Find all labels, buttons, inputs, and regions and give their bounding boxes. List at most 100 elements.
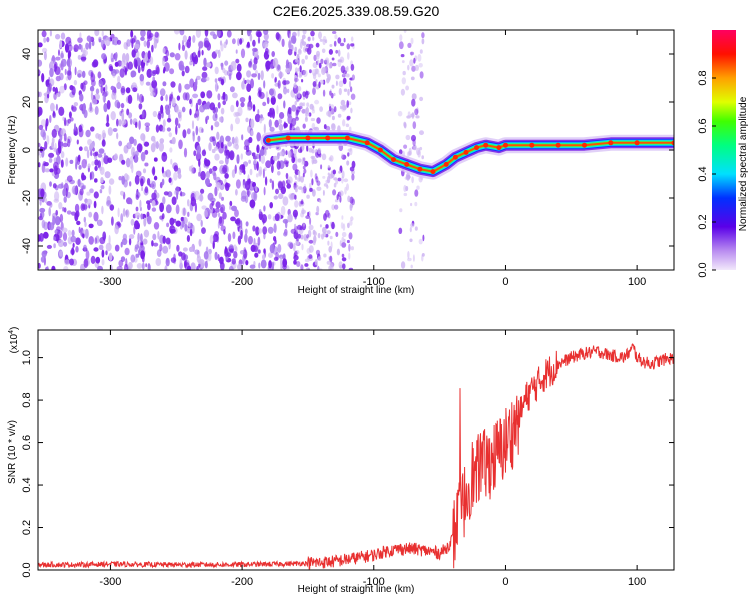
noise-blob: [246, 83, 252, 92]
noise-blob: [290, 228, 297, 234]
noise-blob: [240, 220, 243, 230]
noise-blob: [164, 62, 170, 72]
noise-blob: [204, 260, 208, 269]
noise-blob: [38, 124, 44, 131]
noise-blob: [80, 82, 84, 90]
noise-blob: [53, 198, 60, 203]
noise-blob: [180, 190, 183, 197]
noise-blob: [400, 261, 406, 269]
noise-blob: [278, 151, 285, 157]
noise-blob: [49, 181, 52, 187]
noise-blob: [260, 154, 265, 164]
noise-blob: [272, 57, 279, 68]
noise-blob: [82, 103, 86, 112]
noise-blob: [220, 204, 226, 214]
chart-title: C2E6.2025.339.08.59.G20: [273, 3, 440, 19]
noise-blob: [60, 32, 66, 40]
noise-blob: [237, 235, 242, 245]
noise-blob: [231, 136, 235, 145]
noise-blob: [296, 261, 301, 267]
noise-blob: [296, 236, 299, 242]
noise-blob: [203, 57, 207, 67]
noise-blob: [417, 149, 421, 158]
noise-blob: [208, 168, 213, 175]
noise-blob: [109, 204, 115, 211]
noise-blob: [217, 221, 220, 229]
noise-blob: [142, 238, 148, 245]
noise-blob: [322, 226, 327, 234]
noise-blob: [278, 181, 283, 191]
noise-blob: [196, 75, 201, 80]
noise-blob: [162, 68, 166, 74]
noise-blob: [341, 73, 346, 78]
noise-blob: [255, 173, 259, 178]
noise-blob: [83, 244, 87, 251]
noise-blob: [234, 143, 239, 150]
noise-blob: [133, 226, 136, 235]
noise-blob: [136, 222, 140, 230]
noise-blob: [71, 86, 76, 96]
noise-blob: [249, 33, 253, 42]
noise-blob: [107, 157, 113, 163]
noise-blob: [302, 165, 306, 170]
noise-blob: [112, 39, 115, 45]
noise-blob: [269, 63, 274, 70]
noise-blob: [244, 139, 250, 148]
noise-blob: [338, 261, 343, 269]
noise-blob: [174, 117, 179, 127]
noise-blob: [105, 36, 111, 47]
noise-blob: [146, 39, 150, 49]
ridge-point: [483, 142, 489, 148]
noise-blob: [140, 233, 143, 243]
noise-blob: [195, 78, 198, 87]
noise-blob: [278, 118, 283, 125]
snr-scale-exponent: 4: [8, 330, 15, 334]
noise-blob: [344, 67, 348, 71]
noise-blob: [145, 263, 148, 268]
noise-blob: [252, 225, 256, 232]
noise-blob: [409, 51, 415, 56]
noise-blob: [421, 32, 425, 39]
noise-blob: [350, 43, 355, 47]
noise-blob: [226, 69, 233, 77]
noise-blob: [332, 189, 337, 196]
noise-blob: [285, 172, 289, 180]
noise-blob: [51, 128, 57, 138]
noise-blob: [86, 191, 91, 196]
noise-blob: [285, 150, 288, 156]
noise-blob: [246, 30, 251, 37]
noise-blob: [407, 64, 410, 71]
ridge-point: [474, 145, 479, 151]
noise-blob: [319, 106, 323, 112]
noise-blob: [184, 83, 191, 90]
noise-blob: [262, 226, 268, 235]
noise-blob: [274, 78, 277, 83]
noise-blob: [190, 196, 197, 207]
noise-blob: [184, 50, 188, 60]
noise-blob: [320, 164, 323, 170]
noise-blob: [245, 79, 251, 84]
noise-blob: [236, 154, 240, 165]
noise-blob: [73, 102, 79, 107]
noise-blob: [235, 58, 240, 64]
noise-blob: [273, 223, 277, 234]
noise-blob: [114, 53, 118, 62]
noise-blob: [349, 220, 353, 226]
noise-blob: [89, 172, 92, 181]
noise-blob: [333, 182, 337, 188]
noise-blob: [153, 242, 159, 247]
noise-blob: [43, 37, 47, 43]
snr-y-label: SNR (10 * v/v): [7, 420, 18, 484]
noise-blob: [343, 178, 349, 183]
noise-blob: [187, 211, 190, 217]
noise-blob: [317, 232, 321, 239]
noise-blob: [194, 202, 197, 213]
noise-blob: [155, 124, 160, 133]
noise-blob: [152, 76, 155, 82]
noise-blob: [252, 49, 255, 57]
noise-blob: [339, 105, 343, 110]
noise-blob: [277, 243, 282, 253]
noise-blob: [186, 128, 191, 135]
noise-blob: [105, 84, 108, 93]
noise-blob: [346, 183, 349, 191]
